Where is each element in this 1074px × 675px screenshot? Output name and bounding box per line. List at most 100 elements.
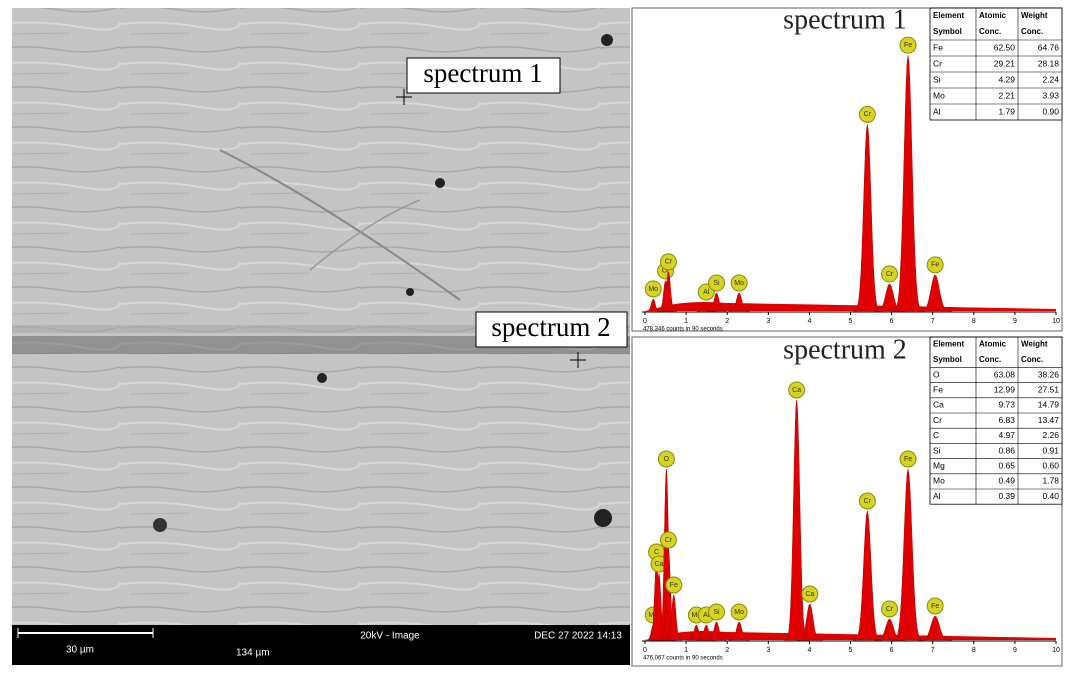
table-cell: Fe (933, 42, 943, 52)
table-cell: 1.78 (1042, 476, 1059, 486)
sem-image: 30 µm 20kV - Image DEC 27 2022 14:13 134… (12, 8, 630, 665)
table-cell: Mg (933, 460, 945, 470)
table (929, 7, 1063, 121)
table-cell: 0.90 (1042, 106, 1059, 116)
peak (852, 124, 883, 312)
table-cell: Al (933, 491, 941, 501)
info-bar (12, 625, 630, 665)
x-tick-label: 1 (684, 647, 688, 654)
peak-marker (858, 492, 876, 510)
peak (665, 594, 683, 641)
peak-label: Cr (886, 271, 894, 278)
x-tick-label: 7 (931, 647, 935, 654)
table-cell: Fe (933, 384, 943, 394)
x-tick-label: 8 (972, 647, 976, 654)
x-tick-label: 10 (1052, 647, 1060, 654)
peak (891, 468, 925, 641)
table-header: Weight Conc. (1021, 340, 1048, 364)
peak (728, 621, 750, 641)
peak-marker (881, 600, 899, 618)
peak-label: Mg (692, 612, 702, 619)
peak-label: Ca (654, 561, 663, 568)
peak-label: Al (703, 612, 710, 619)
table-cell: 1.79 (998, 106, 1015, 116)
peak-label: Cr (886, 606, 894, 613)
x-tick-label: 0 (643, 318, 647, 325)
x-tick-label: 0 (643, 647, 647, 654)
table-cell: 29.21 (994, 58, 1016, 68)
table-cell: 9.73 (998, 400, 1015, 410)
table-cell: 14.79 (1038, 400, 1060, 410)
mode: 20kV - Image (360, 631, 420, 642)
peak-label: Cr (864, 498, 872, 505)
peak-marker (926, 597, 944, 615)
peak-label: Si (713, 609, 720, 616)
table-cell: 4.29 (998, 74, 1015, 84)
peak-label: Mo (734, 280, 744, 287)
table-cell: 0.40 (1042, 491, 1059, 501)
peak-label: Fe (931, 603, 939, 610)
table-cell: Al (933, 106, 941, 116)
peak-label: Fe (670, 582, 678, 589)
table-cell: 2.21 (998, 90, 1015, 100)
table-cell: 4.97 (998, 430, 1015, 440)
spot-label: spectrum 1 (423, 58, 542, 88)
peak-label: Al (703, 289, 710, 296)
counts: 478,346 counts in 90 seconds (643, 327, 723, 333)
peak-label: Ca (792, 387, 801, 394)
peak-marker (708, 274, 726, 292)
table-cell: 0.39 (998, 491, 1015, 501)
counts: 476,067 counts in 90 seconds (643, 656, 723, 662)
x-tick-label: 9 (1013, 318, 1017, 325)
table-cell: 0.91 (1042, 445, 1059, 455)
table-header: Element Symbol (933, 11, 964, 36)
peak-marker (801, 585, 819, 603)
table-cell: 0.49 (998, 476, 1015, 486)
table-cell: Cr (933, 58, 942, 68)
peak-marker (881, 265, 899, 283)
peak (918, 274, 953, 312)
table-cell: 0.65 (998, 460, 1015, 470)
x-tick-label: 10 (1052, 318, 1060, 325)
x-tick-label: 9 (1013, 647, 1017, 654)
table-cell: 64.76 (1038, 42, 1060, 52)
background (649, 302, 1056, 311)
x-tick-label: 2 (725, 318, 729, 325)
peak-label: Si (713, 280, 720, 287)
table-cell: Ca (933, 400, 944, 410)
x-tick-label: 5 (849, 318, 853, 325)
x-tick-label: 8 (972, 318, 976, 325)
table-cell: Si (933, 445, 941, 455)
peak-label: Ca (805, 591, 814, 598)
x-tick-label: 3 (766, 647, 770, 654)
peak (706, 621, 727, 641)
peak-marker (730, 603, 748, 621)
peak-label: Fe (931, 262, 939, 269)
table-header: Atomic Conc. (979, 11, 1007, 36)
peak-label: Mo (734, 609, 744, 616)
peak-marker (708, 603, 726, 621)
peak-label: Fe (904, 42, 912, 49)
table-header: Atomic Conc. (979, 340, 1007, 364)
x-tick-label: 4 (807, 647, 811, 654)
peak-marker (644, 280, 662, 298)
table (929, 336, 1063, 505)
table-cell: 38.26 (1038, 369, 1060, 379)
x-tick-label: 5 (849, 647, 853, 654)
peak-label: Mo (648, 612, 658, 619)
table-cell: 0.86 (998, 445, 1015, 455)
table-cell: 63.08 (994, 369, 1016, 379)
table-cell: 2.24 (1042, 74, 1059, 84)
peak-label: Cr (662, 268, 670, 275)
table-cell: C (933, 430, 939, 440)
scale-bar: 30 µm (66, 645, 94, 656)
peak-marker (730, 274, 748, 292)
peak-label: O (664, 456, 670, 463)
table-cell: 62.50 (994, 42, 1016, 52)
x-tick-label: 4 (807, 318, 811, 325)
spot-label: spectrum 2 (491, 312, 610, 342)
table-header: Weight Conc. (1021, 11, 1048, 36)
peak-marker (665, 576, 683, 594)
peak (891, 55, 925, 312)
